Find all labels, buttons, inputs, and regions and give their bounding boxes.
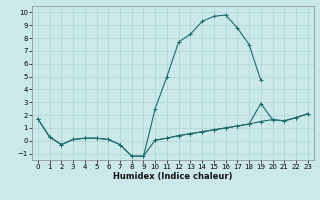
X-axis label: Humidex (Indice chaleur): Humidex (Indice chaleur) [113,172,233,181]
